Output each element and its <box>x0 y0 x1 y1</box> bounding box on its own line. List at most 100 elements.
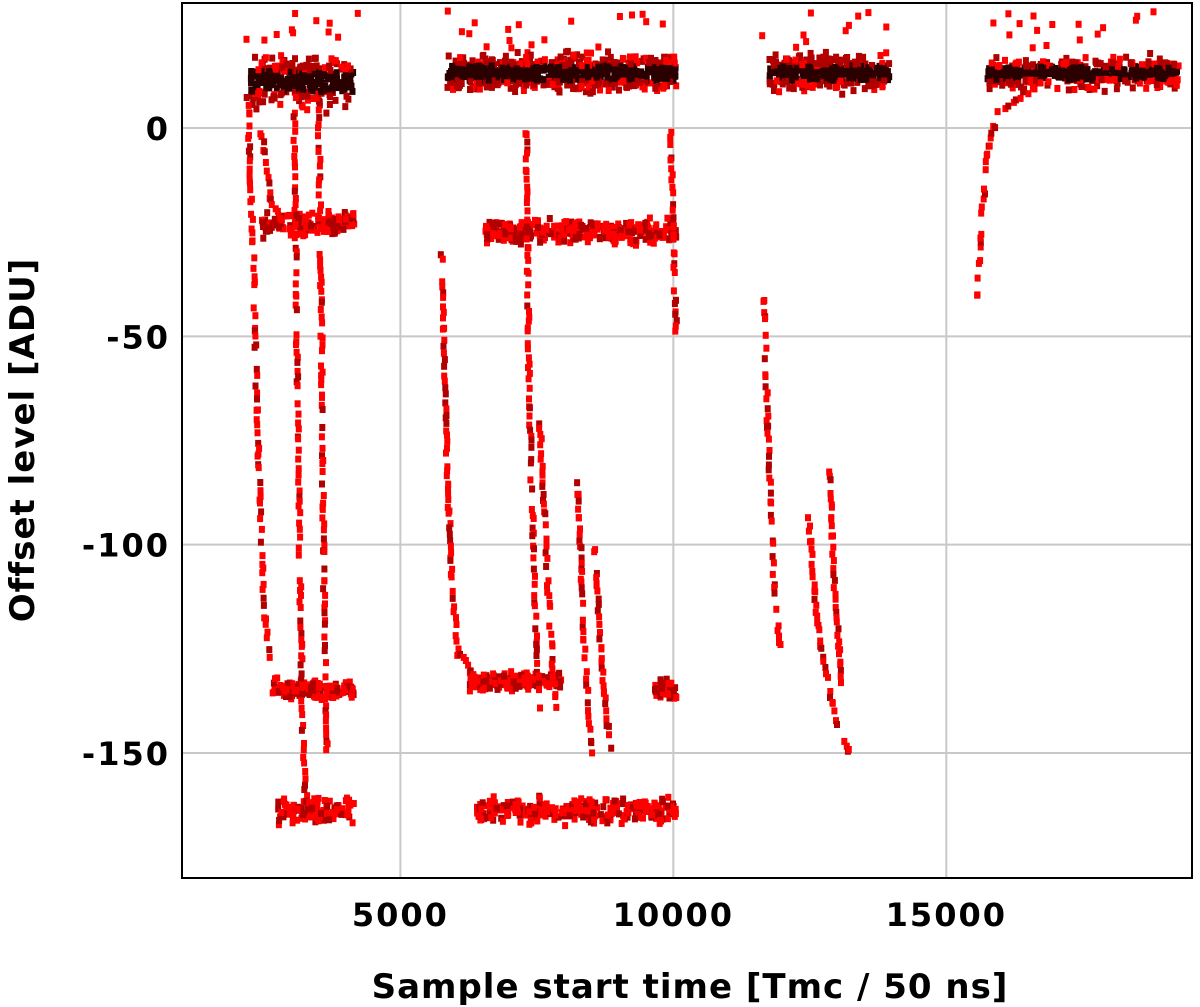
data-cell <box>486 684 493 692</box>
data-cell <box>667 134 674 141</box>
data-cell <box>779 67 786 75</box>
data-cell <box>349 215 356 223</box>
data-cell <box>1156 55 1163 63</box>
data-cell <box>1002 68 1009 76</box>
data-cell <box>319 693 326 701</box>
data-cell <box>612 79 618 87</box>
data-cell <box>526 820 533 828</box>
data-cell <box>508 234 515 242</box>
data-cell <box>771 87 777 94</box>
data-cell <box>440 308 447 316</box>
data-cell <box>301 786 308 794</box>
data-cell <box>527 459 534 467</box>
data-cell <box>980 195 987 203</box>
data-cell <box>333 69 340 77</box>
data-cell <box>321 565 328 573</box>
data-cell <box>635 811 642 819</box>
data-cell <box>850 87 857 95</box>
data-cell <box>542 510 549 518</box>
data-cell <box>540 81 547 89</box>
data-cell <box>1127 60 1134 68</box>
data-cell <box>1013 59 1020 67</box>
data-cell <box>261 148 268 156</box>
data-cell <box>307 222 314 230</box>
data-cell <box>578 559 585 567</box>
data-cell <box>325 28 332 36</box>
data-cell <box>569 801 576 809</box>
data-cell <box>768 499 775 507</box>
data-cell <box>578 554 585 562</box>
data-cell <box>982 166 989 174</box>
data-cell <box>483 58 490 66</box>
data-cell <box>276 816 283 824</box>
data-cell <box>639 10 646 18</box>
data-cell <box>588 66 595 74</box>
data-cell <box>594 220 601 228</box>
data-cell <box>624 813 631 821</box>
data-cell <box>530 554 537 562</box>
data-cell <box>528 436 535 444</box>
data-cell <box>579 623 586 631</box>
data-cell <box>1109 59 1116 67</box>
data-cell <box>348 693 355 701</box>
data-cell <box>349 87 356 95</box>
data-cell <box>833 53 840 61</box>
data-cell <box>855 12 862 20</box>
data-cell <box>652 230 659 237</box>
data-cell <box>993 75 1000 83</box>
data-cell <box>1123 53 1130 61</box>
data-cell <box>803 38 810 46</box>
data-cell <box>335 33 342 41</box>
data-cell <box>1088 70 1094 78</box>
data-cell <box>281 81 288 89</box>
data-cell <box>831 64 838 72</box>
data-cell <box>534 58 541 66</box>
data-cell <box>633 241 639 249</box>
data-cell <box>484 239 490 247</box>
data-cell <box>331 216 338 224</box>
data-cell <box>785 60 792 68</box>
data-cell <box>321 520 328 528</box>
data-cell <box>293 306 300 314</box>
data-cell <box>279 58 286 66</box>
data-cell <box>830 571 837 579</box>
data-cell <box>299 89 306 97</box>
data-cell <box>313 17 320 25</box>
data-cell <box>251 281 258 289</box>
data-cell <box>665 793 672 801</box>
data-cell <box>660 71 667 79</box>
data-cell <box>1110 53 1117 61</box>
data-cell <box>770 559 777 567</box>
data-cell <box>478 677 485 685</box>
data-cell <box>275 805 282 813</box>
data-cell <box>1047 69 1054 77</box>
data-cell <box>326 797 333 805</box>
data-cell <box>540 228 547 236</box>
data-cell <box>299 103 306 111</box>
data-cell <box>492 680 499 687</box>
data-cell <box>315 124 321 132</box>
data-cell <box>585 57 592 64</box>
data-cell <box>257 479 264 486</box>
data-cell <box>302 775 309 783</box>
data-cell <box>595 80 601 88</box>
data-cell <box>579 53 586 61</box>
data-cell <box>524 207 531 215</box>
data-cell <box>547 602 554 610</box>
data-cell <box>342 103 349 111</box>
data-cell <box>795 53 802 61</box>
data-cell <box>775 622 782 630</box>
data-cell <box>1055 73 1062 81</box>
data-cell <box>256 444 263 452</box>
data-cell <box>441 377 448 385</box>
data-cell <box>801 87 808 95</box>
data-cell <box>811 581 818 589</box>
data-cell <box>614 69 621 77</box>
data-cell <box>1043 42 1050 49</box>
data-cell <box>291 207 298 214</box>
data-cell <box>771 589 778 597</box>
data-cell <box>457 54 464 62</box>
x-tick-label: 10000 <box>613 896 734 934</box>
data-cell <box>643 808 650 815</box>
data-cell <box>880 69 887 77</box>
